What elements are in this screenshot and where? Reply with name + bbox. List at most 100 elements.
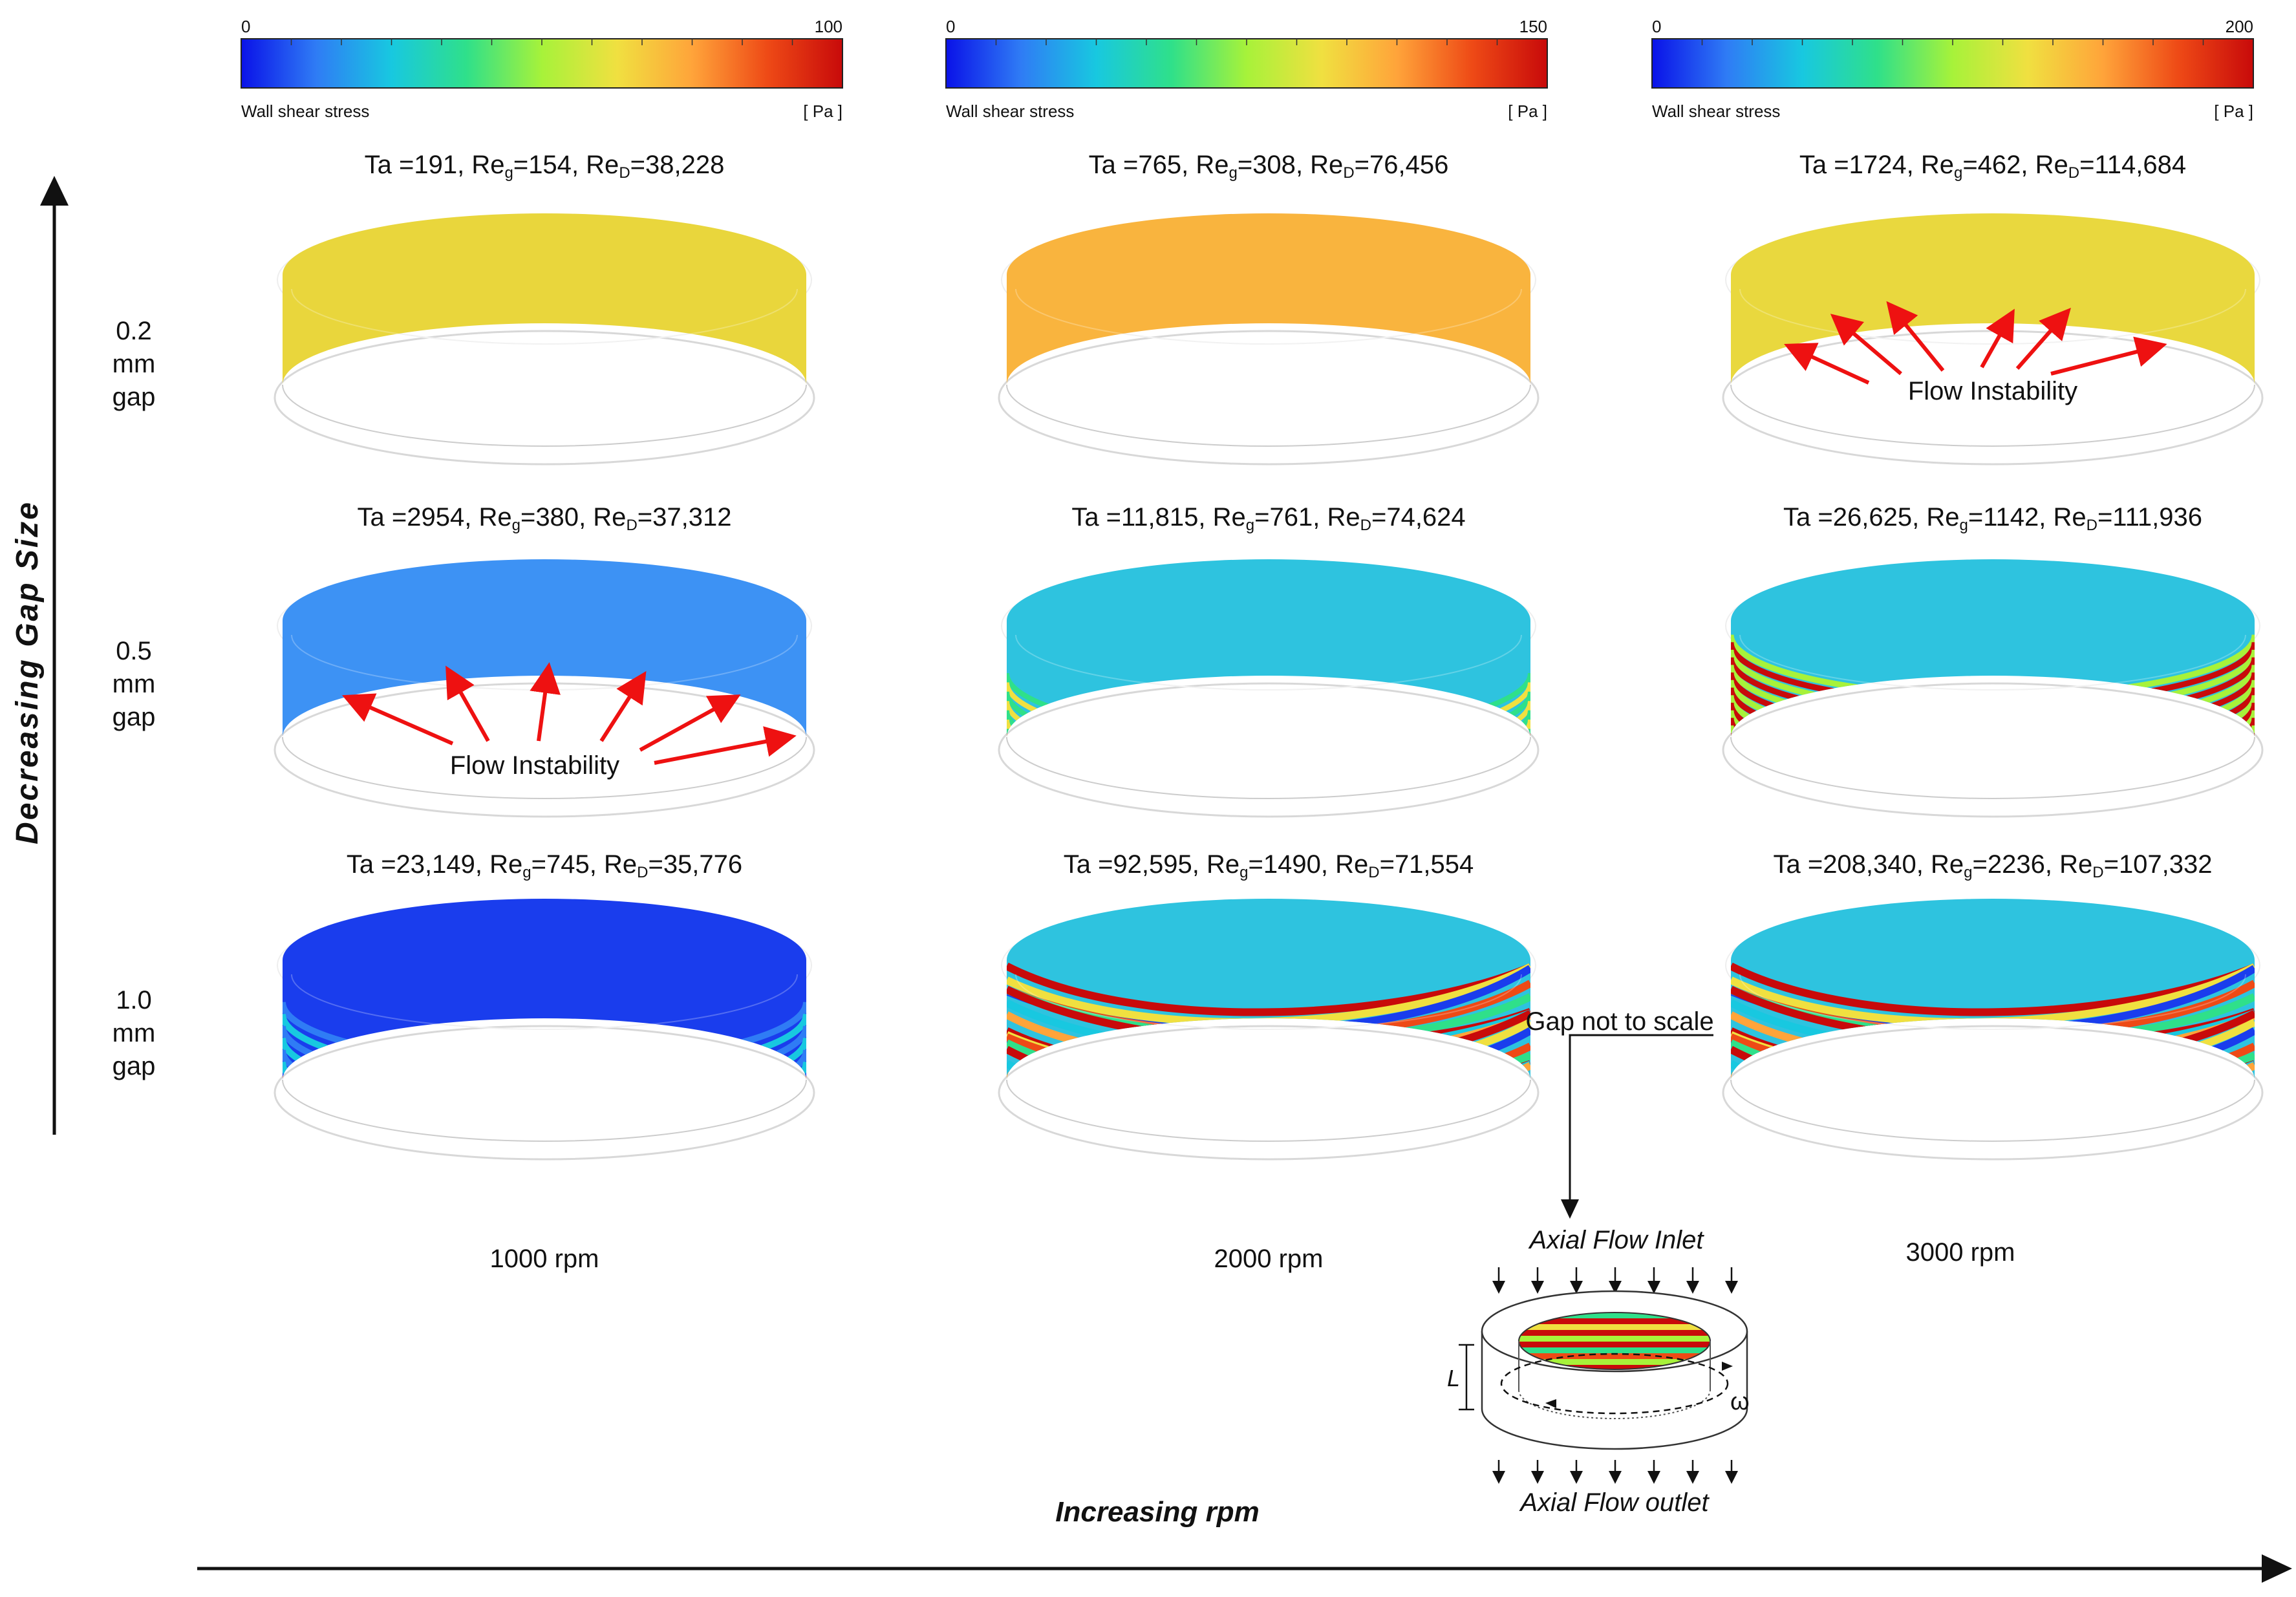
subscript-d: D (2087, 517, 2098, 534)
x-axis: Increasing rpm (197, 1496, 2292, 1583)
equals: = (638, 503, 652, 531)
gap-label-line: gap (113, 703, 156, 731)
separator: , (579, 503, 593, 531)
re-symbol: Re (1310, 151, 1343, 179)
shear-band (1007, 1060, 1530, 1080)
subscript-g: g (1954, 164, 1962, 182)
flow-instability-label: Flow Instability (450, 751, 619, 780)
re-symbol: Re (604, 850, 637, 879)
ring-bottom-edge (1006, 1079, 1531, 1142)
ring-title: Ta =11,815, Reg=761, ReD=74,624 (1071, 503, 1465, 534)
reg-value: 380 (535, 503, 579, 531)
subscript-d: D (1360, 517, 1371, 534)
shear-band (1731, 695, 2255, 737)
ta-prefix: Ta = (365, 151, 414, 179)
red-value: 71,554 (1395, 850, 1474, 879)
subscript-g: g (1239, 864, 1248, 881)
colorbar-unit: [ Pa ] (2214, 102, 2253, 121)
ring-title: Ta =23,149, Reg=745, ReD=35,776 (347, 850, 742, 881)
separator: , (1296, 151, 1310, 179)
subscript-d: D (626, 517, 637, 534)
re-symbol: Re (586, 151, 619, 179)
colorbar-min: 0 (946, 17, 955, 36)
colorbar: 0 200 Wall shear stress [ Pa ] (1651, 17, 2254, 121)
shear-band (1007, 1027, 1530, 1080)
ring-cell: Ta =208,340, Reg=2236, ReD=107,332 (1722, 850, 2264, 1161)
casing-outline (274, 1025, 815, 1161)
subscript-d: D (1343, 164, 1354, 182)
wall-base (283, 899, 806, 1080)
ta-value: 92,595 (1113, 850, 1192, 879)
shear-band (283, 1076, 806, 1080)
separator: , (475, 850, 489, 879)
ring-cell: Ta =11,815, Reg=761, ReD=74,624 (998, 503, 1540, 818)
ta-value: 191 (414, 151, 457, 179)
equals: = (2104, 850, 2119, 879)
red-value: 76,456 (1369, 151, 1448, 179)
shear-band (1731, 1045, 2255, 1080)
schematic: Gap not to scale Axial Flow Inlet ω (1447, 1007, 1750, 1517)
ta-prefix: Ta = (1799, 151, 1849, 179)
length-symbol: L (1447, 1365, 1460, 1391)
colorbar-label: Wall shear stress (241, 102, 369, 121)
casing-outline (998, 330, 1540, 466)
equals: = (2098, 503, 2112, 531)
ta-prefix: Ta = (358, 503, 407, 531)
red-value: 114,684 (2095, 151, 2187, 179)
separator: , (1181, 151, 1196, 179)
red-value: 35,776 (663, 850, 742, 879)
subscript-d: D (1368, 864, 1379, 881)
shear-band (1731, 1039, 2255, 1080)
axial-flow-inlet-label: Axial Flow Inlet (1529, 1226, 1705, 1254)
re-symbol: Re (2053, 503, 2086, 531)
ring-cell: Ta =26,625, Reg=1142, ReD=111,936 (1722, 503, 2264, 818)
subscript-g: g (1246, 517, 1254, 534)
ring-inner-edge (1739, 974, 2246, 1030)
colorbar-unit: [ Pa ] (1508, 102, 1547, 121)
x-axis-label: Increasing rpm (1055, 1496, 1259, 1528)
omega-symbol: ω (1730, 1388, 1750, 1415)
colorbar-min: 0 (241, 17, 250, 36)
re-symbol: Re (1213, 503, 1246, 531)
ring-title: Ta =1724, Reg=462, ReD=114,684 (1799, 151, 2186, 182)
casing-outline (998, 1025, 1540, 1161)
inlet-arrows (1492, 1267, 1738, 1294)
gap-label-line: 1.0 (116, 986, 152, 1014)
ring-bottom-edge (1730, 384, 2255, 447)
equals: = (1962, 151, 1977, 179)
separator: , (590, 850, 604, 879)
colorbar-max: 200 (2226, 17, 2253, 36)
ring-title: Ta =92,595, Reg=1490, ReD=71,554 (1064, 850, 1474, 881)
ring-cell: Ta =765, Reg=308, ReD=76,456 (998, 151, 1540, 466)
separator: , (1198, 503, 1212, 531)
ring-wall (1731, 213, 2255, 385)
schematic-band (1519, 1330, 1710, 1336)
colorbar: 0 100 Wall shear stress [ Pa ] (241, 17, 843, 121)
colorbar-max: 150 (1519, 17, 1547, 36)
re-symbol: Re (489, 850, 522, 879)
colorbar-gradient (1651, 38, 2254, 89)
casing-outline (998, 682, 1540, 818)
ring-cell: Ta =1724, Reg=462, ReD=114,684 (1722, 151, 2264, 466)
red-value: 111,936 (2112, 503, 2202, 531)
shear-band (1007, 710, 1530, 737)
separator: , (1916, 850, 1931, 879)
reg-value: 761 (1270, 503, 1313, 531)
colorbar-min: 0 (1652, 17, 1661, 36)
y-axis: Decreasing Gap Size (10, 176, 69, 1135)
colorbar-gradient (945, 38, 1548, 89)
reg-value: 745 (546, 850, 590, 879)
ta-prefix: Ta = (1773, 850, 1823, 879)
shear-band (1731, 1062, 2255, 1080)
ring-wall (1731, 559, 2255, 737)
equals: = (1238, 151, 1252, 179)
subscript-d: D (2092, 864, 2103, 881)
subscript-g: g (1228, 164, 1237, 182)
colorbar-unit: [ Pa ] (803, 102, 842, 121)
rpm-labels: 1000 rpm 2000 rpm 3000 rpm (490, 1238, 2015, 1273)
equals: = (1371, 503, 1386, 531)
wall-base (1731, 213, 2255, 385)
wall-base (1007, 213, 1530, 385)
